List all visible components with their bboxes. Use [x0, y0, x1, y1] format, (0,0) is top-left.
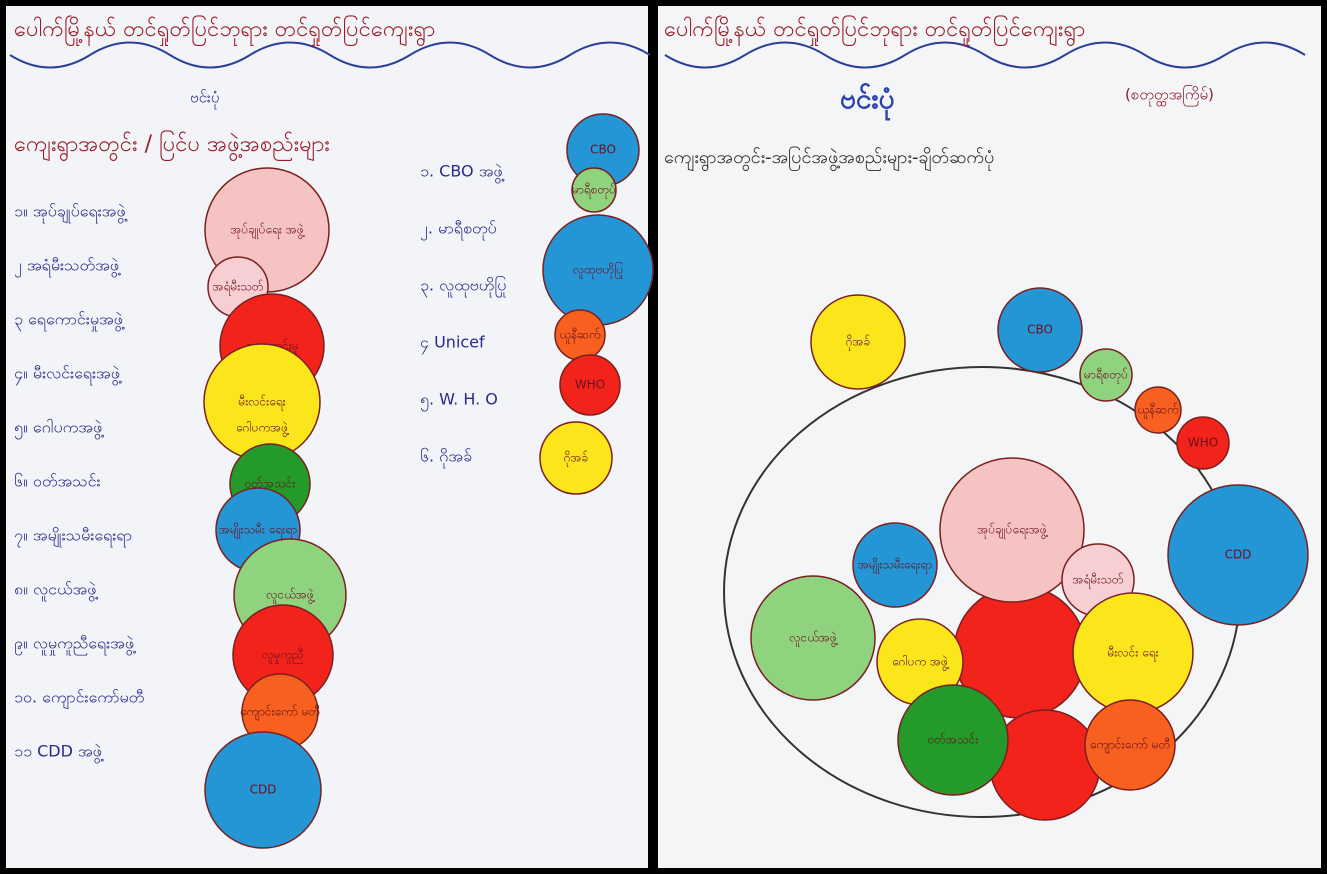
circle-label: အမျိုးသမီးရေးရာ	[858, 557, 932, 575]
heading: ကျေးရွာအတွင်း-အပြင်အဖွဲ့အစည်းများ-ချိတ်ဆ…	[664, 146, 994, 171]
list-item: ၆. ဂိုအခ်	[420, 447, 472, 469]
right-circles: ဂိုအခ် CBO မာရီစတုပ်ယူနီဆက် WHO CDD အုပ်ချုပ်…	[750, 287, 1309, 821]
list-item: ၄ Unicef	[420, 333, 485, 355]
list-item: ၄။ မီးလင်းရေးအဖွဲ့	[14, 364, 122, 386]
circle	[539, 421, 613, 495]
circle-label: ဂိုအခ်	[564, 450, 589, 468]
circle-label: ဂေါပက အဖွဲ့	[892, 654, 949, 672]
circle-label: ဂိုအခ်	[846, 334, 871, 352]
circle	[1084, 699, 1176, 791]
list-item: ၂. မာရီစတုပ်	[420, 219, 497, 241]
list-item: ၈။ လူငယ်အဖွဲ့	[14, 580, 99, 602]
circle	[897, 684, 1009, 796]
list-item: ၅. W. H. O	[420, 390, 498, 412]
circle	[1079, 348, 1133, 402]
circle	[559, 354, 621, 416]
circle-label: ယူနီဆက်	[1137, 402, 1178, 420]
left-circles: အုပ်ချုပ်ရေး အဖွဲ့အရံမီးသတ်ရေကောင်းမှုမီ…	[203, 113, 654, 849]
circle	[997, 287, 1083, 373]
circle-label: CBO	[1027, 323, 1053, 337]
decoration	[9, 41, 651, 69]
circle-label: မာရီစတုပ်	[1084, 367, 1128, 385]
heading: ကျေးရွာအတွင်း / ပြင်ပ အဖွဲ့အစည်းများ	[14, 130, 330, 162]
decoration	[664, 41, 1306, 69]
circle-label: လူငယ်အဖွဲ့	[266, 587, 315, 605]
circle	[1134, 386, 1182, 434]
circle	[939, 457, 1085, 603]
circle	[1167, 484, 1309, 626]
circle-label: ဝတ်အသင်း	[245, 476, 296, 491]
circle-label: ယူနီဆက်	[559, 327, 600, 345]
inside-list: ၁။ အုပ်ချုပ်ရေးအဖွဲ့၂ အရံမီးသတ်အဖွဲ့၃ ရေ…	[14, 202, 145, 764]
circle	[204, 731, 322, 849]
circle-label: WHO	[1188, 436, 1218, 450]
list-item: ၃ ရေကောင်းမှုအဖွဲ့	[14, 310, 125, 332]
list-item: ၁. CBO အဖွဲ့	[420, 162, 505, 184]
circle	[750, 575, 876, 701]
list-item: ၁။ အုပ်ချုပ်ရေးအဖွဲ့	[14, 202, 128, 224]
circle-label: မီးလင်းရေး	[238, 394, 285, 412]
circle-label: ဂေါပကအဖွဲ့	[236, 420, 289, 438]
list-item: ၃. လူထုဗဟိုပြု	[420, 276, 506, 298]
circle-label: ကျောင်းကော် မတီ	[240, 704, 320, 722]
circle-label: အရံမီးသတ်	[1072, 572, 1123, 590]
circle-label: အုပ်ချုပ်ရေးအဖွဲ့	[977, 522, 1048, 540]
circle-label: WHO	[575, 378, 605, 392]
circle-label: မီးလင်း ရေး	[1107, 645, 1158, 663]
left-poster	[6, 6, 648, 868]
list-item: ၆။ ဝတ်အသင်း	[14, 472, 101, 491]
circle-label: အရံမီးသတ်	[212, 279, 263, 297]
list-item: ၅။ ဂေါပကအဖွဲ့	[14, 418, 105, 440]
circle-label: CDD	[250, 783, 277, 797]
subtitle: ဗင်းပုံ	[190, 89, 219, 110]
list-item: ၁၀. ကျောင်းကော်မတီ	[14, 688, 145, 710]
circle-label: ကျောင်းကော် မတီ	[1090, 737, 1170, 755]
circle	[571, 167, 617, 213]
circle-label: CDD	[1225, 548, 1252, 562]
circle-label: လူမှုကူညီ	[262, 647, 303, 665]
list-item: ၁၁ CDD အဖွဲ့	[14, 742, 104, 764]
circle-label: မာရီစတုပ်	[572, 182, 616, 200]
circle-label: အမျိုးသမီး ရေးရာ	[219, 522, 297, 540]
circle-label: ဝတ်အသင်း	[928, 732, 979, 747]
circle	[810, 294, 906, 390]
circle	[1176, 416, 1230, 470]
list-item: ၇။ အမျိုးသမီးရေးရာ	[14, 526, 132, 548]
note: (စတုတ္ထအကြိမ်)	[1125, 85, 1214, 107]
circle-label: CBO	[590, 143, 616, 157]
header: ပေါက်မြို့နယ် တင်ရှုတ်ပြင်ဘုရား တင်ရှုတ်…	[664, 15, 1085, 47]
circle-label: လူထုဗဟိုပြု	[573, 261, 623, 280]
list-item: ၂ အရံမီးသတ်အဖွဲ့	[14, 256, 122, 278]
outside-list: ၁. CBO အဖွဲ့၂. မာရီစတုပ်၃. လူထုဗဟိုပြု၄ …	[420, 162, 506, 469]
circle-label: လူငယ်အဖွဲ့	[789, 630, 838, 648]
list-item: ၉။ လူမှုကူညီရေးအဖွဲ့	[14, 634, 137, 656]
circle-label: အုပ်ချုပ်ရေး အဖွဲ့	[230, 222, 304, 240]
header: ပေါက်မြို့နယ် တင်ရှုတ်ပြင်ဘုရား တင်ရှုတ်…	[14, 15, 435, 47]
circle	[852, 522, 938, 608]
